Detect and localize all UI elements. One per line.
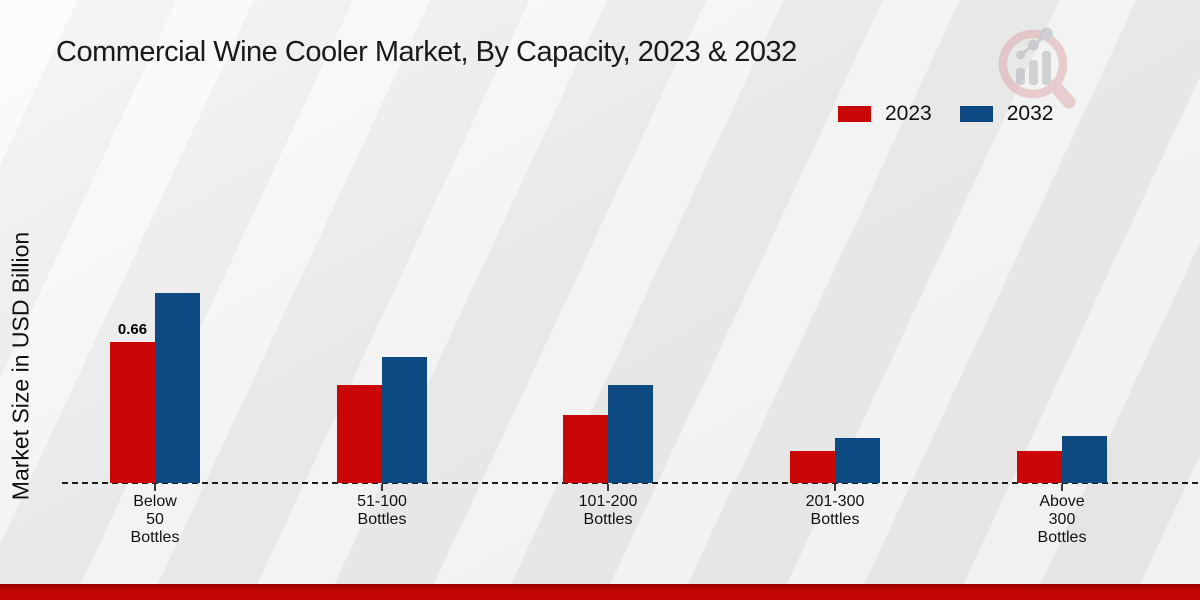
bar-2032-group-4 <box>835 438 880 483</box>
legend-label-2023: 2023 <box>885 102 932 125</box>
legend-swatch-2023 <box>838 106 871 122</box>
bar-2023-group-2 <box>337 385 382 483</box>
x-axis-category-label: 101-200 Bottles <box>578 493 638 528</box>
legend-swatch-2032 <box>959 106 993 122</box>
x-axis-tick <box>381 484 383 491</box>
x-axis-category-label: Below 50 Bottles <box>130 493 180 546</box>
bar-2032-group-3 <box>608 385 653 483</box>
chart-title: Commercial Wine Cooler Market, By Capaci… <box>56 36 797 68</box>
bar-2023-group-4 <box>790 451 835 483</box>
bar-2032-group-1 <box>155 293 200 483</box>
bar-2023-group-1 <box>110 342 155 483</box>
bar-2023-group-5 <box>1017 451 1062 483</box>
legend: 2023 2032 <box>838 102 1053 126</box>
legend-label-2032: 2032 <box>1006 102 1054 125</box>
x-axis-category-label: Above 300 Bottles <box>1037 493 1087 546</box>
legend-item-2023: 2023 <box>838 102 932 126</box>
bar-value-label: 0.66 <box>117 321 148 338</box>
legend-item-2032: 2032 <box>959 102 1054 126</box>
bar-2032-group-2 <box>382 357 427 483</box>
y-axis-label: Market Size in USD Billion <box>7 231 34 501</box>
bar-2032-group-5 <box>1062 436 1107 483</box>
footer-accent-bar <box>0 584 1200 600</box>
x-axis-category-label: 51-100 Bottles <box>357 493 407 528</box>
x-axis-baseline <box>62 482 1198 484</box>
x-axis-tick <box>154 484 156 491</box>
x-axis-tick <box>607 484 609 491</box>
x-axis-category-label: 201-300 Bottles <box>805 493 865 528</box>
x-axis-tick <box>1061 484 1063 491</box>
bar-2023-group-3 <box>563 415 608 483</box>
x-axis-tick <box>834 484 836 491</box>
